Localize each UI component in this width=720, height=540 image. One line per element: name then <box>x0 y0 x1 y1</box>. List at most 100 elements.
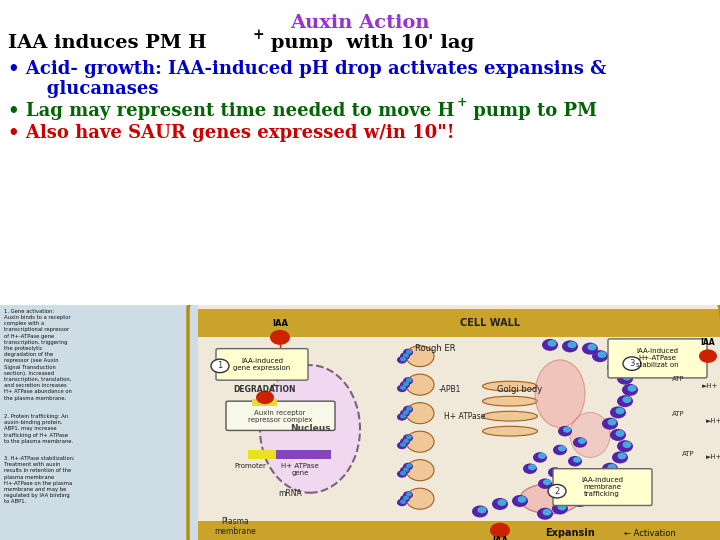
Circle shape <box>406 463 412 468</box>
FancyBboxPatch shape <box>216 349 308 380</box>
Circle shape <box>400 386 406 390</box>
Circle shape <box>578 438 586 444</box>
Circle shape <box>563 427 571 433</box>
Circle shape <box>406 378 412 382</box>
Circle shape <box>553 468 561 474</box>
Ellipse shape <box>406 374 434 395</box>
Circle shape <box>573 457 581 463</box>
Ellipse shape <box>406 346 434 367</box>
Bar <box>0 305 198 540</box>
Circle shape <box>553 444 567 455</box>
Ellipse shape <box>482 396 538 406</box>
Circle shape <box>403 434 413 442</box>
Ellipse shape <box>406 460 434 481</box>
Text: 1: 1 <box>217 361 222 370</box>
Text: ATP: ATP <box>682 451 694 457</box>
Ellipse shape <box>482 426 538 436</box>
Text: Expansin: Expansin <box>545 529 595 538</box>
Circle shape <box>406 492 412 496</box>
Circle shape <box>582 342 598 355</box>
Text: glucanases: glucanases <box>28 80 158 98</box>
Circle shape <box>406 435 412 440</box>
Text: IAA-induced
membrane
trafficking: IAA-induced membrane trafficking <box>581 477 623 497</box>
Circle shape <box>558 446 566 451</box>
Circle shape <box>543 479 551 485</box>
Circle shape <box>400 409 410 417</box>
Text: IAA: IAA <box>701 338 715 347</box>
Circle shape <box>588 487 596 493</box>
Circle shape <box>270 330 290 345</box>
Circle shape <box>602 417 618 430</box>
Circle shape <box>607 361 623 373</box>
Text: ← Activation: ← Activation <box>624 530 676 538</box>
Text: Promoter: Promoter <box>234 463 266 469</box>
Text: CELL WALL: CELL WALL <box>460 318 520 328</box>
Text: ATP: ATP <box>672 376 684 382</box>
Ellipse shape <box>520 484 580 514</box>
Circle shape <box>592 350 608 362</box>
Text: Golgi body: Golgi body <box>498 386 543 394</box>
Circle shape <box>538 453 546 459</box>
Text: DEGRADATION: DEGRADATION <box>234 386 296 394</box>
Circle shape <box>406 407 412 411</box>
Ellipse shape <box>260 365 360 492</box>
Circle shape <box>400 467 410 474</box>
Text: IAA induces PM H: IAA induces PM H <box>8 34 207 52</box>
Circle shape <box>557 504 567 510</box>
Circle shape <box>490 523 510 538</box>
Text: • Acid- growth: IAA-induced pH drop activates expansins &: • Acid- growth: IAA-induced pH drop acti… <box>8 60 606 78</box>
Circle shape <box>400 471 406 475</box>
Circle shape <box>403 349 413 356</box>
Circle shape <box>537 508 553 519</box>
Circle shape <box>533 452 547 463</box>
Circle shape <box>542 339 558 351</box>
Circle shape <box>403 410 409 415</box>
Bar <box>252 399 277 407</box>
Circle shape <box>622 384 638 396</box>
Circle shape <box>397 499 407 506</box>
Circle shape <box>542 509 552 516</box>
Bar <box>248 450 276 459</box>
FancyBboxPatch shape <box>608 339 707 378</box>
Circle shape <box>397 384 407 392</box>
Text: Nucleus: Nucleus <box>289 424 330 434</box>
Circle shape <box>403 463 413 470</box>
Circle shape <box>577 496 587 503</box>
Circle shape <box>400 353 410 360</box>
Circle shape <box>472 505 488 517</box>
Circle shape <box>572 495 588 507</box>
FancyBboxPatch shape <box>226 401 335 430</box>
Text: Auxin receptor
repressor complex: Auxin receptor repressor complex <box>248 410 312 423</box>
Circle shape <box>617 395 633 407</box>
Circle shape <box>211 359 229 373</box>
Text: +: + <box>252 28 264 42</box>
Circle shape <box>548 467 562 478</box>
Text: IAA-induced
gene expression: IAA-induced gene expression <box>233 358 291 371</box>
Circle shape <box>552 503 568 515</box>
Text: Rough ER: Rough ER <box>415 344 455 353</box>
Text: pump to PM: pump to PM <box>467 103 597 120</box>
Circle shape <box>608 419 616 426</box>
Bar <box>198 521 720 540</box>
Text: H+ ATPase: H+ ATPase <box>444 411 486 421</box>
Text: H+ ATPase
gene: H+ ATPase gene <box>281 463 319 476</box>
Text: Auxin Action: Auxin Action <box>290 14 430 32</box>
Circle shape <box>618 453 626 460</box>
Text: mRNA: mRNA <box>278 489 302 498</box>
Text: Plasma
membrane: Plasma membrane <box>214 517 256 536</box>
Circle shape <box>623 396 631 403</box>
Ellipse shape <box>406 431 434 452</box>
Circle shape <box>608 464 616 470</box>
Circle shape <box>617 440 633 452</box>
Circle shape <box>562 340 578 353</box>
Circle shape <box>406 349 412 354</box>
Circle shape <box>400 442 406 447</box>
Circle shape <box>403 467 409 472</box>
Circle shape <box>558 426 572 436</box>
Circle shape <box>492 498 508 510</box>
Text: IAA: IAA <box>272 319 288 328</box>
Circle shape <box>699 349 717 363</box>
Text: ►H+: ►H+ <box>706 455 720 461</box>
Circle shape <box>538 478 552 489</box>
Circle shape <box>602 463 618 475</box>
